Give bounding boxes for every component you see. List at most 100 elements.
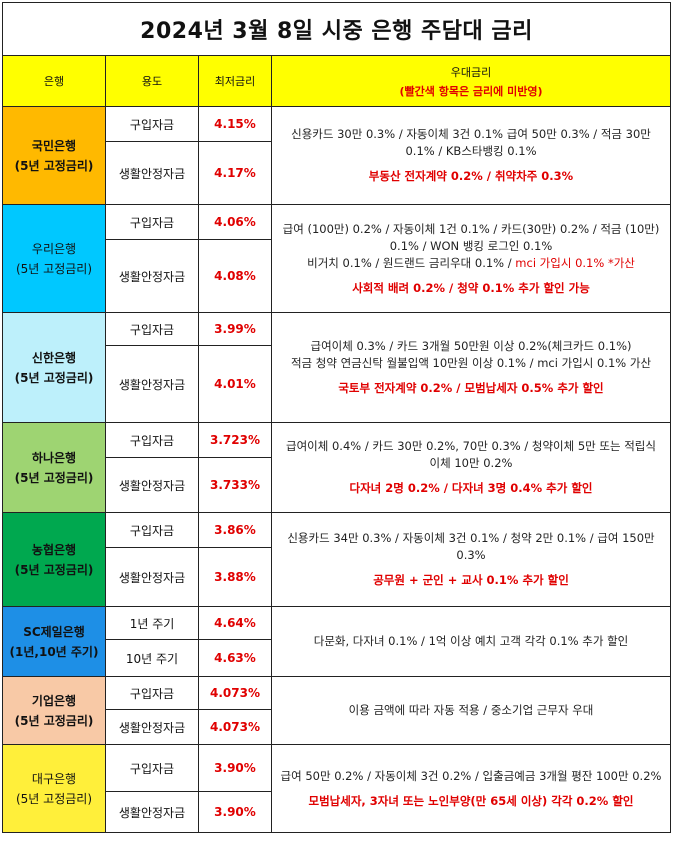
use-cell: 1년 주기 — [105, 606, 199, 640]
use-cell: 생활안정자금 — [105, 345, 199, 423]
header-bank: 은행 — [2, 55, 106, 107]
perk-red-text: 부동산 전자계약 0.2% / 취약차주 0.3% — [368, 169, 574, 183]
use-cell: 구입자금 — [105, 676, 199, 710]
perk-cell: 신용카드 34만 0.3% / 자동이체 3건 0.1% / 청약 2만 0.1… — [271, 512, 671, 607]
rate-cell: 4.073% — [198, 676, 272, 710]
table-row: 신한은행 (5년 고정금리) 구입자금 3.99% 급여이체 0.3% / 카드… — [2, 312, 671, 423]
header-perk-note: (빨간색 항목은 금리에 미반영) — [399, 84, 543, 98]
table-row: 생활안정자금 4.17% — [3, 141, 671, 205]
rate-cell: 3.86% — [198, 512, 272, 548]
bank-name: 기업은행 — [31, 693, 77, 708]
bank-term: (5년 고정금리) — [14, 470, 94, 485]
use-cell: 10년 주기 — [105, 639, 199, 677]
rate-cell: 4.06% — [198, 204, 272, 240]
bank-name: 신한은행 — [31, 350, 77, 365]
header-perk: 우대금리 (빨간색 항목은 금리에 미반영) — [271, 55, 671, 107]
perk-red-segment: mci 가입시 0.1% *가산 — [515, 255, 635, 270]
rate-cell: 4.15% — [198, 106, 272, 142]
header-row: 은행 용도 최저금리 우대금리 (빨간색 항목은 금리에 미반영) — [2, 55, 671, 107]
perk-text: 급여이체 0.3% / 카드 3개월 50만원 이상 0.2%(체크카드 0.1… — [310, 339, 632, 353]
perk-red-text: 공무원 + 군인 + 교사 0.1% 추가 할인 — [373, 573, 569, 587]
table-row: 우리은행 (5년 고정금리) 구입자금 4.06% 급여 (100만) 0.2%… — [2, 204, 671, 313]
perk-cell: 이용 금액에 따라 자동 적용 / 중소기업 근무자 우대 — [271, 676, 671, 745]
use-cell: 구입자금 — [105, 422, 199, 458]
bank-cell-woori: 우리은행 (5년 고정금리) — [2, 204, 106, 313]
perk-text: 신용카드 30만 0.3% / 자동이체 3건 0.1% 급여 50만 0.3%… — [291, 127, 651, 158]
bank-name: 대구은행 — [31, 771, 77, 786]
rate-cell: 3.733% — [198, 457, 272, 513]
rate-cell: 4.08% — [198, 239, 272, 313]
bank-term: (5년 고정금리) — [14, 370, 94, 385]
bank-term: (5년 고정금리) — [14, 562, 94, 577]
perk-cell: 신용카드 30만 0.3% / 자동이체 3건 0.1% 급여 50만 0.3%… — [271, 106, 671, 205]
bank-term: (5년 고정금리) — [15, 261, 92, 276]
table-row: 생활안정자금 3.733% — [3, 457, 671, 513]
use-cell: 구입자금 — [105, 204, 199, 240]
header-use: 용도 — [105, 55, 199, 107]
rate-cell: 4.64% — [198, 606, 272, 640]
perk-cell: 급여 (100만) 0.2% / 자동이체 1건 0.1% / 카드(30만) … — [271, 204, 671, 313]
table-row: 생활안정자금 4.01% — [3, 345, 671, 423]
bank-name: 국민은행 — [31, 138, 77, 153]
perk-cell: 급여이체 0.4% / 카드 30만 0.2%, 70만 0.3% / 청약이체… — [271, 422, 671, 513]
perk-cell: 다문화, 다자녀 0.1% / 1억 이상 예치 고객 각각 0.1% 추가 할… — [271, 606, 671, 677]
use-cell: 구입자금 — [105, 106, 199, 142]
bank-name: 우리은행 — [31, 241, 77, 256]
rate-cell: 4.63% — [198, 639, 272, 677]
perk-cell: 급여 50만 0.2% / 자동이체 3건 0.2% / 입출금예금 3개월 평… — [271, 744, 671, 833]
bank-term: (5년 고정금리) — [14, 713, 94, 728]
bank-name: 농협은행 — [31, 542, 77, 557]
use-cell: 생활안정자금 — [105, 547, 199, 607]
table-row: 기업은행 (5년 고정금리) 구입자금 4.073% 이용 금액에 따라 자동 … — [2, 676, 671, 745]
bank-name: SC제일은행 — [23, 624, 85, 639]
use-cell: 구입자금 — [105, 744, 199, 792]
use-cell: 구입자금 — [105, 512, 199, 548]
bank-term: (5년 고정금리) — [14, 158, 94, 173]
rate-table: 2024년 3월 8일 시중 은행 주담대 금리 은행 용도 최저금리 우대금리… — [2, 2, 671, 833]
table-row: 국민은행 (5년 고정금리) 구입자금 4.15% 신용카드 30만 0.3% … — [2, 106, 671, 205]
bank-cell-ibk: 기업은행 (5년 고정금리) — [2, 676, 106, 745]
perk-mixed-text: 비거치 0.1% / 원드랜드 금리우대 0.1% / mci 가입시 0.1%… — [280, 255, 662, 272]
table-row: 생활안정자금 3.88% — [3, 547, 671, 607]
table-row: 하나은행 (5년 고정금리) 구입자금 3.723% 급여이체 0.4% / 카… — [2, 422, 671, 513]
use-cell: 생활안정자금 — [105, 141, 199, 205]
bank-term: (1년,10년 주기) — [9, 644, 99, 659]
perk-text-segment: 비거치 0.1% / 원드랜드 금리우대 0.1% / — [307, 255, 516, 270]
bank-cell-hana: 하나은행 (5년 고정금리) — [2, 422, 106, 513]
table-row: 생활안정자금 4.073% — [3, 709, 671, 745]
rate-cell: 3.723% — [198, 422, 272, 458]
table-row: 생활안정자금 4.08% — [3, 239, 671, 313]
rate-cell: 4.17% — [198, 141, 272, 205]
use-cell: 구입자금 — [105, 312, 199, 346]
use-cell: 생활안정자금 — [105, 457, 199, 513]
perk-text: 적금 청약 연금신탁 월불입액 10만원 이상 0.1% / mci 가입시 0… — [290, 356, 652, 370]
perk-red-text: 사회적 배려 0.2% / 청약 0.1% 추가 할인 가능 — [352, 280, 590, 295]
perk-text: 급여이체 0.4% / 카드 30만 0.2%, 70만 0.3% / 청약이체… — [286, 439, 656, 470]
rate-cell: 3.90% — [198, 744, 272, 792]
perk-text: 급여 50만 0.2% / 자동이체 3건 0.2% / 입출금예금 3개월 평… — [280, 768, 662, 783]
table-row: 10년 주기 4.63% — [3, 639, 671, 677]
perk-text: 급여 (100만) 0.2% / 자동이체 1건 0.1% / 카드(30만) … — [282, 221, 660, 253]
bank-cell-nh: 농협은행 (5년 고정금리) — [2, 512, 106, 607]
rate-cell: 3.88% — [198, 547, 272, 607]
table-row: 생활안정자금 3.90% — [3, 791, 671, 833]
header-rate: 최저금리 — [198, 55, 272, 107]
header-perk-label: 우대금리 — [450, 65, 492, 79]
table-row: 농협은행 (5년 고정금리) 구입자금 3.86% 신용카드 34만 0.3% … — [2, 512, 671, 607]
perk-text: 신용카드 34만 0.3% / 자동이체 3건 0.1% / 청약 2만 0.1… — [287, 531, 655, 562]
perk-red-text: 다자녀 2명 0.2% / 다자녀 3명 0.4% 추가 할인 — [349, 481, 593, 495]
table-row: SC제일은행 (1년,10년 주기) 1년 주기 4.64% 다문화, 다자녀 … — [2, 606, 671, 677]
perk-text: 다문화, 다자녀 0.1% / 1억 이상 예치 고객 각각 0.1% 추가 할… — [313, 634, 629, 648]
perk-cell: 급여이체 0.3% / 카드 3개월 50만원 이상 0.2%(체크카드 0.1… — [271, 312, 671, 423]
rate-cell: 4.01% — [198, 345, 272, 423]
perk-red-text: 국토부 전자계약 0.2% / 모범납세자 0.5% 추가 할인 — [338, 381, 604, 395]
use-cell: 생활안정자금 — [105, 709, 199, 745]
perk-red-text: 모범납세자, 3자녀 또는 노인부양(만 65세 이상) 각각 0.2% 할인 — [308, 793, 634, 808]
perk-text: 이용 금액에 따라 자동 적용 / 중소기업 근무자 우대 — [348, 703, 594, 717]
rate-cell: 3.90% — [198, 791, 272, 833]
use-cell: 생활안정자금 — [105, 239, 199, 313]
bank-cell-dgb: 대구은행 (5년 고정금리) — [2, 744, 106, 833]
use-cell: 생활안정자금 — [105, 791, 199, 833]
rate-cell: 3.99% — [198, 312, 272, 346]
page-title: 2024년 3월 8일 시중 은행 주담대 금리 — [2, 2, 671, 56]
